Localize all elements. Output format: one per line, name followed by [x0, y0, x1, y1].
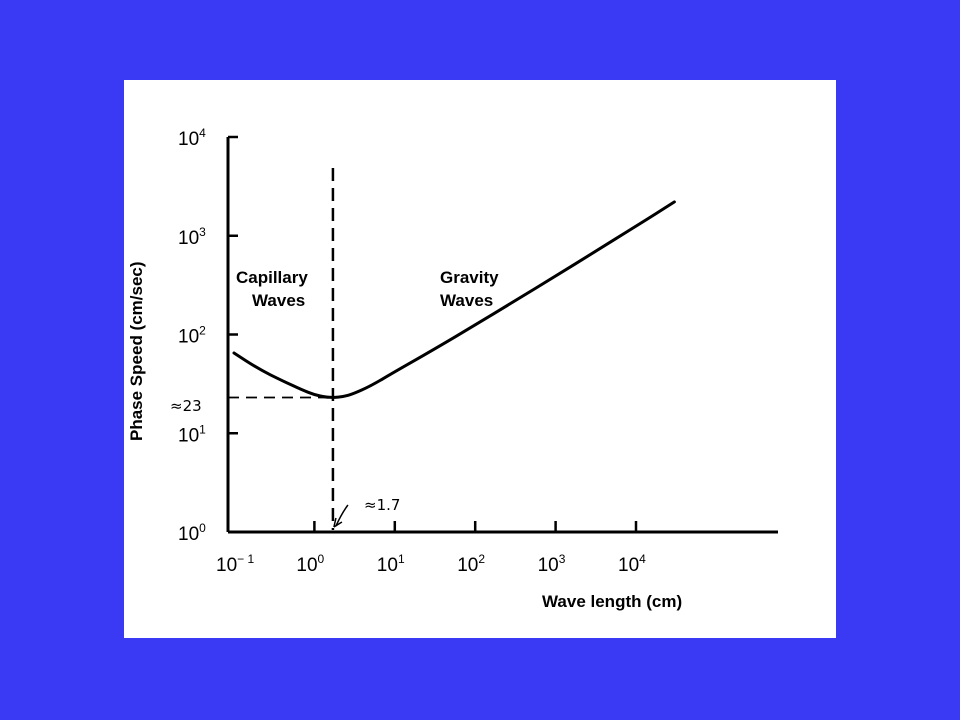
x-tick-label: 100	[296, 552, 324, 576]
tick-marks	[228, 135, 638, 532]
x-tick-label: 101	[377, 552, 405, 576]
tick-labels: 10− 1 100 101 102 103 104 100 101 102 103 104	[178, 126, 646, 576]
region-label-capillary-2: Waves	[252, 291, 305, 310]
x-tick-label: 102	[457, 552, 485, 576]
y-tick-label: 101	[178, 422, 206, 446]
y-tick-label: 103	[178, 225, 206, 249]
y-tick-label: 100	[178, 521, 206, 545]
region-label-gravity-2: Waves	[440, 291, 493, 310]
region-label-gravity-1: Gravity	[440, 268, 499, 287]
min-speed-annotation: ≈23	[170, 397, 202, 415]
x-tick-label: 103	[538, 552, 566, 576]
dispersion-curve	[232, 200, 676, 399]
annotation-arrowhead	[333, 517, 343, 528]
annotation-arrow	[335, 504, 349, 527]
phase-speed-series-line	[232, 200, 676, 399]
reference-lines	[228, 168, 349, 530]
min-length-annotation: ≈1.7	[364, 496, 400, 514]
region-label-capillary-1: Capillary	[236, 268, 308, 287]
y-axis-title: Phase Speed (cm/sec)	[127, 261, 146, 441]
x-tick-label: 10− 1	[216, 552, 254, 576]
y-tick-label: 102	[178, 324, 206, 348]
axes	[226, 137, 778, 534]
slide-panel: 10− 1 100 101 102 103 104 100 101 102 103 104 Capi…	[124, 80, 836, 638]
y-tick-label: 104	[178, 126, 206, 150]
x-axis-title: Wave length (cm)	[542, 592, 682, 611]
x-tick-label: 104	[618, 552, 646, 576]
phase-speed-chart: 10− 1 100 101 102 103 104 100 101 102 103 104 Capi…	[127, 126, 778, 611]
